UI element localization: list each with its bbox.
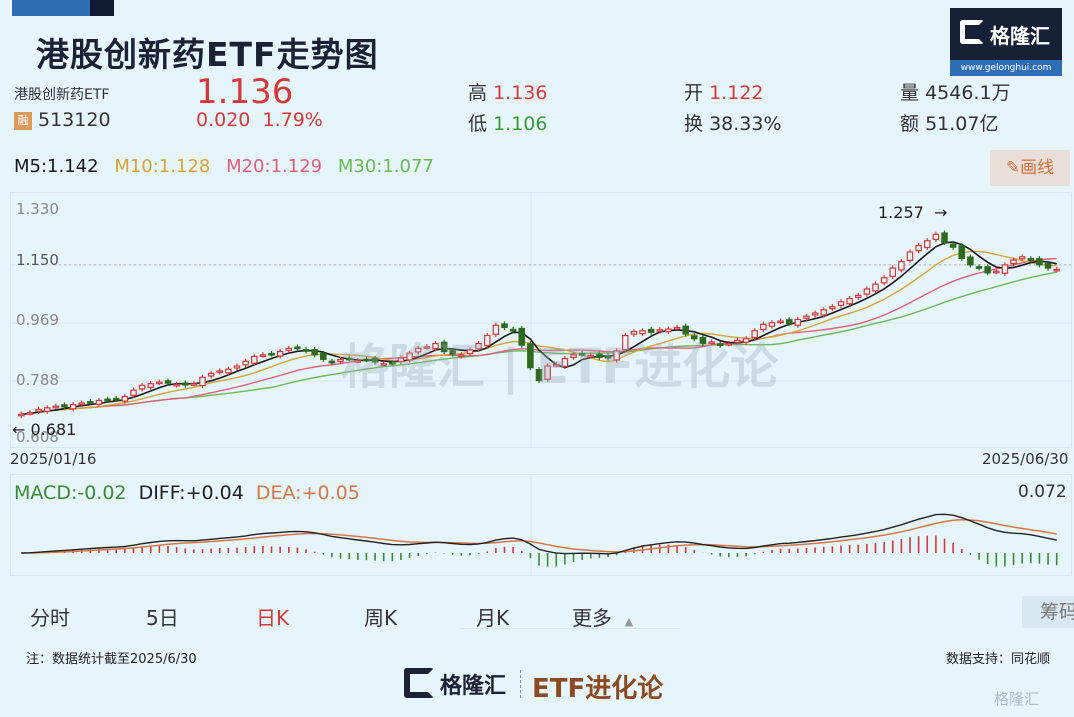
draw-line-button[interactable]: ✎画线 <box>990 150 1070 186</box>
chip-distribution-button[interactable]: 筹码 <box>1022 596 1074 628</box>
footer-series-title: ETF进化论 <box>532 674 664 704</box>
tab-5day[interactable]: 5日 <box>146 606 179 630</box>
ma-legend: M5:1.142 M10:1.128 M20:1.129 M30:1.077 <box>14 156 444 177</box>
footer-logo-icon <box>404 668 434 698</box>
top-accent-bar <box>12 0 90 16</box>
brand-logo: 格隆汇 www.gelonghui.com <box>950 8 1062 76</box>
ma30-label: M30:1.077 <box>337 156 434 177</box>
arrow-left-icon: ← <box>12 420 26 439</box>
high-label: 高 <box>468 82 488 104</box>
footnote: 注：数据统计截至2025/6/30 <box>26 652 197 667</box>
logo-text: 格隆汇 <box>990 24 1050 48</box>
more-label: 更多 <box>572 606 612 630</box>
draw-line-label: 画线 <box>1020 158 1055 178</box>
pencil-icon: ✎ <box>1005 158 1021 178</box>
price-change: 0.020 1.79% <box>196 109 323 131</box>
caret-up-icon: ▲ <box>624 615 634 628</box>
macd-legend: MACD:-0.02 DIFF:+0.04 DEA:+0.05 <box>14 482 360 504</box>
footer-brand-text: 格隆汇 <box>440 674 507 699</box>
tab-intraday[interactable]: 分时 <box>30 606 70 630</box>
diff-label: DIFF:+0.04 <box>138 482 244 504</box>
low-label: 低 <box>468 113 488 135</box>
dea-label: DEA:+0.05 <box>255 482 360 504</box>
tab-monthly-k[interactable]: 月K <box>476 606 510 630</box>
corner-watermark: 格隆汇 <box>994 690 1040 708</box>
data-source: 数据支持：同花顺 <box>946 652 1051 667</box>
y-tick: 1.150 <box>16 251 59 269</box>
kline-plot: 格隆汇 | ETF进化论 <box>11 193 1071 447</box>
security-name: 港股创新药ETF <box>14 87 110 103</box>
tab-weekly-k[interactable]: 周K <box>364 606 398 630</box>
y-tick: 0.788 <box>16 371 59 389</box>
low-value: 1.106 <box>493 113 548 135</box>
macd-plot <box>21 475 1058 575</box>
low-stat: 低 1.106 <box>468 109 547 136</box>
logo-url: www.gelonghui.com <box>950 60 1062 76</box>
ma5-label: M5:1.142 <box>14 156 99 177</box>
last-price: 1.136 <box>196 72 294 112</box>
kline-chart[interactable]: 格隆汇 | ETF进化论 <box>10 192 1072 448</box>
max-value: 1.257 <box>878 203 924 222</box>
arrow-right-icon: → <box>933 203 948 222</box>
turnover-value: 38.33% <box>709 113 782 135</box>
svg-text:格隆汇 | ETF进化论: 格隆汇 | ETF进化论 <box>341 339 779 395</box>
x-start-date: 2025/01/16 <box>10 450 97 468</box>
volume-stat: 量 4546.1万 <box>900 78 1011 105</box>
volume-label: 量 <box>900 82 920 104</box>
y-tick: 0.969 <box>16 311 59 329</box>
min-annotation: ← 0.681 <box>12 420 76 439</box>
macd-max-label: 0.072 <box>1018 482 1067 502</box>
margin-badge: 融 <box>14 112 32 130</box>
macd-chart[interactable] <box>10 474 1072 576</box>
page-title: 港股创新药ETF走势图 <box>36 35 379 74</box>
high-value: 1.136 <box>493 82 548 104</box>
amount-value: 51.07亿 <box>925 113 999 135</box>
high-stat: 高 1.136 <box>468 78 547 105</box>
change-pct: 1.79% <box>262 109 323 131</box>
ma20-label: M20:1.129 <box>226 156 323 177</box>
min-value: 0.681 <box>30 420 77 439</box>
logo-g-icon <box>960 20 984 44</box>
turnover-label: 换 <box>684 113 704 135</box>
change-value: 0.020 <box>196 109 251 131</box>
tab-divider <box>460 628 680 629</box>
max-annotation: 1.257 → <box>878 203 947 222</box>
amount-label: 额 <box>900 113 920 135</box>
tab-more[interactable]: 更多 ▲ <box>572 602 633 631</box>
volume-value: 4546.1万 <box>925 82 1011 104</box>
tab-daily-k[interactable]: 日K <box>256 606 290 630</box>
footer-divider <box>520 670 522 698</box>
top-accent-bar-dark <box>90 0 114 16</box>
y-tick: 0.608 <box>16 428 59 446</box>
open-label: 开 <box>684 82 704 104</box>
amount-stat: 额 51.07亿 <box>900 109 998 136</box>
open-value: 1.122 <box>709 82 764 104</box>
macd-label: MACD:-0.02 <box>14 482 127 504</box>
y-tick: 1.330 <box>16 200 59 218</box>
security-code: 513120 <box>38 109 111 131</box>
turnover-stat: 换 38.33% <box>684 109 782 136</box>
x-end-date: 2025/06/30 <box>982 450 1069 468</box>
open-stat: 开 1.122 <box>684 78 763 105</box>
ma10-label: M10:1.128 <box>114 156 211 177</box>
